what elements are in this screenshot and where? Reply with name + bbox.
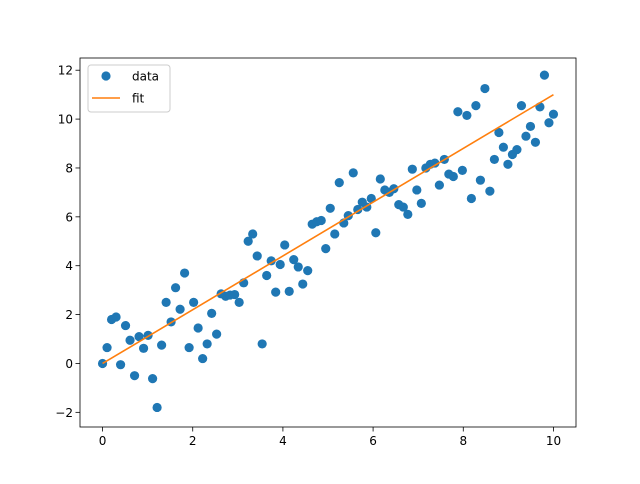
data-point xyxy=(134,331,144,342)
x-tick-label: 6 xyxy=(369,434,377,448)
data-point xyxy=(157,340,167,350)
data-point xyxy=(480,83,490,94)
data-point xyxy=(147,374,158,384)
data-point xyxy=(230,289,240,300)
data-point xyxy=(434,180,444,190)
data-point xyxy=(521,131,531,141)
data-point xyxy=(412,185,422,195)
data-point xyxy=(257,339,267,349)
data-point xyxy=(366,193,376,204)
data-point xyxy=(471,101,481,111)
data-point xyxy=(334,178,344,188)
data-point xyxy=(262,270,272,281)
data-point xyxy=(189,297,199,307)
data-point xyxy=(348,168,358,178)
data-point xyxy=(466,193,476,204)
data-point xyxy=(184,342,194,353)
data-point xyxy=(407,164,417,174)
data-point xyxy=(398,202,408,212)
data-point xyxy=(115,360,126,370)
legend: data fit xyxy=(87,64,171,113)
y-tick-label: 4 xyxy=(65,259,73,273)
data-point xyxy=(198,353,208,364)
data-point xyxy=(325,203,335,213)
data-point xyxy=(530,137,541,147)
y-tick-label: 6 xyxy=(65,210,73,224)
data-point xyxy=(485,186,495,196)
data-point xyxy=(152,402,162,413)
data-point xyxy=(548,109,559,119)
data-point xyxy=(298,279,308,289)
data-point xyxy=(207,308,217,318)
legend-label: fit xyxy=(132,92,145,106)
data-point xyxy=(243,236,253,246)
data-point xyxy=(525,121,536,132)
legend-marker-data xyxy=(101,71,111,81)
y-tick-label: 12 xyxy=(58,64,73,78)
data-point xyxy=(284,286,294,296)
data-point xyxy=(403,209,413,219)
data-point xyxy=(129,371,140,381)
data-point xyxy=(234,297,244,307)
data-point xyxy=(498,142,509,152)
y-tick-label: 10 xyxy=(58,113,73,127)
data-point xyxy=(430,158,440,168)
data-point xyxy=(516,101,527,111)
data-point xyxy=(416,198,426,209)
x-tick-label: 8 xyxy=(459,434,467,448)
x-tick-label: 2 xyxy=(189,434,197,448)
data-point xyxy=(371,228,381,238)
data-point xyxy=(271,287,281,297)
x-tick-label: 10 xyxy=(546,434,561,448)
data-point xyxy=(489,154,499,165)
data-point xyxy=(503,159,513,169)
x-tick-label: 0 xyxy=(99,434,107,448)
data-point xyxy=(102,342,112,353)
data-point xyxy=(193,323,203,333)
data-point xyxy=(111,312,121,322)
axes-frame xyxy=(79,57,577,428)
data-point xyxy=(457,165,467,176)
data-point xyxy=(125,335,135,345)
data-point xyxy=(475,175,486,185)
data-point xyxy=(375,174,385,184)
data-point xyxy=(453,107,463,117)
data-point xyxy=(138,343,149,353)
y-tick-label: 2 xyxy=(65,308,73,322)
legend-label: data xyxy=(132,70,159,84)
data-point xyxy=(202,339,212,349)
data-point xyxy=(266,256,276,266)
fit-line xyxy=(102,93,554,365)
data-point xyxy=(539,70,550,80)
y-tick-label: 8 xyxy=(65,161,73,175)
data-point xyxy=(175,304,185,314)
data-point xyxy=(448,171,458,182)
data-point xyxy=(212,329,222,339)
data-point xyxy=(494,127,504,138)
data-point xyxy=(303,266,313,276)
data-point xyxy=(252,251,262,261)
data-point xyxy=(462,110,472,121)
data-point xyxy=(316,215,326,226)
data-point xyxy=(170,283,181,293)
x-tick-label: 4 xyxy=(279,434,287,448)
data-point xyxy=(330,229,340,239)
data-point xyxy=(535,102,545,112)
data-point xyxy=(180,268,190,278)
data-point xyxy=(512,145,522,155)
data-point xyxy=(544,118,554,128)
data-point xyxy=(120,320,131,331)
data-point xyxy=(161,297,171,307)
data-point xyxy=(280,240,290,250)
plot-area: 0 2 4 6 8 10 −2 0 2 4 6 8 10 12 xyxy=(55,57,577,448)
data-point xyxy=(248,229,258,239)
data-point xyxy=(293,262,303,272)
data-point xyxy=(321,244,331,254)
y-tick-label: 0 xyxy=(65,357,73,371)
data-point xyxy=(289,255,299,265)
y-tick-label: −2 xyxy=(55,406,73,420)
data-point xyxy=(275,259,285,270)
